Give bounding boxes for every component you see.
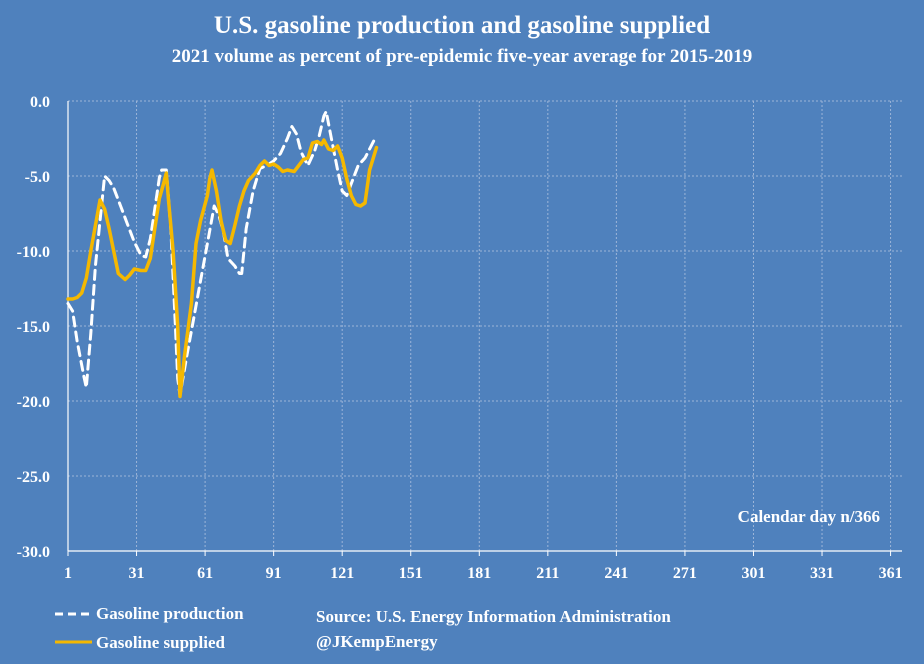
x-tick-label: 151 xyxy=(399,565,423,582)
x-tick-label: 211 xyxy=(536,565,559,582)
chart-title: U.S. gasoline production and gasoline su… xyxy=(214,12,710,39)
y-tick-label: -30.0 xyxy=(17,544,50,561)
x-tick-label: 361 xyxy=(879,565,903,582)
series-line-gasoline-production xyxy=(66,110,376,397)
x-axis-label: Calendar day n/366 xyxy=(738,507,880,526)
x-tick-label: 301 xyxy=(741,565,765,582)
x-tick-label: 181 xyxy=(467,565,491,582)
legend-label-production: Gasoline production xyxy=(96,604,244,623)
x-tick-label: 1 xyxy=(64,565,72,582)
y-tick-label: -15.0 xyxy=(17,319,50,336)
y-tick-label: -25.0 xyxy=(17,469,50,486)
x-tick-label: 331 xyxy=(810,565,834,582)
source-note: Source: U.S. Energy Information Administ… xyxy=(316,607,671,626)
series-line-gasoline-supplied xyxy=(66,138,379,399)
chart-series xyxy=(66,110,379,399)
x-tick-label: 121 xyxy=(330,565,354,582)
chart-subtitle: 2021 volume as percent of pre-epidemic f… xyxy=(172,46,753,67)
legend-label-supplied: Gasoline supplied xyxy=(96,633,226,652)
x-tick-label: 61 xyxy=(197,565,213,582)
legend: Gasoline production Gasoline supplied xyxy=(55,604,244,652)
x-tick-label: 241 xyxy=(604,565,628,582)
y-tick-label: -5.0 xyxy=(25,169,50,186)
x-tick-label: 31 xyxy=(129,565,145,582)
x-tick-label: 271 xyxy=(673,565,697,582)
y-tick-label: 0.0 xyxy=(30,94,50,111)
y-tick-label: -10.0 xyxy=(17,244,50,261)
x-tick-label: 91 xyxy=(266,565,282,582)
credit-note: @JKempEnergy xyxy=(316,632,438,651)
y-tick-label: -20.0 xyxy=(17,394,50,411)
chart-axes: 0.0 -5.0 -10.0 -15.0 -20.0 -25.0 -30.0 1 31 61 91 1… xyxy=(17,94,903,582)
